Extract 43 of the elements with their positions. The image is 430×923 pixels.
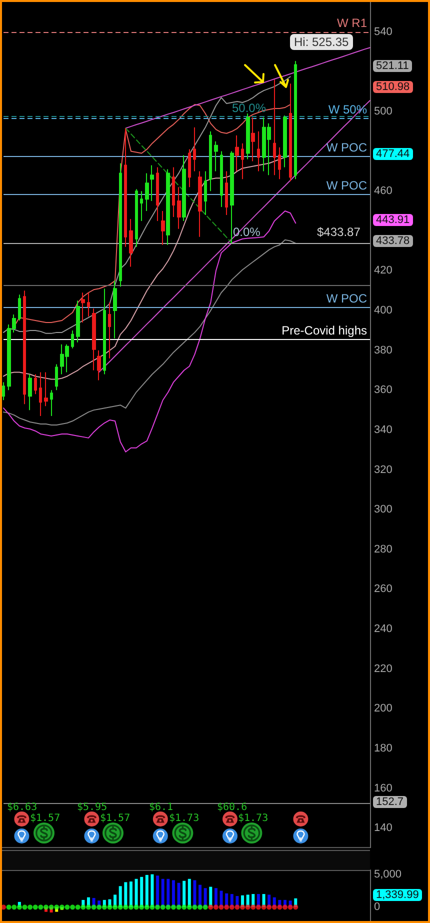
y-tick-label: 0 <box>374 901 380 914</box>
y-tick-label: 540 <box>374 26 392 38</box>
annotation: $1.73 <box>238 813 268 824</box>
y-tick-label: 5,000 <box>374 868 402 880</box>
ref-line-label: W R1 <box>337 16 368 30</box>
y-tick-label: 140 <box>374 822 392 834</box>
y-tick-label: 420 <box>374 264 392 277</box>
ref-line-label: W POC <box>326 140 368 154</box>
price-tag: 521.11 <box>373 60 412 72</box>
annotation: $6.1 <box>149 802 174 813</box>
y-tick-label: 400 <box>374 304 392 317</box>
price-tag: 477.44 <box>373 148 413 160</box>
y-tick-label: 200 <box>374 702 392 715</box>
y-tick-label: 220 <box>374 662 392 675</box>
price-tag: 1,339.99 <box>373 889 422 902</box>
ref-line-label: Pre-Covid highs <box>282 324 367 338</box>
y-tick-label: 380 <box>374 344 392 356</box>
annotation: $5.95 <box>77 802 108 813</box>
annotation: $1.57 <box>30 813 60 824</box>
annotation: $60.6 <box>217 802 248 813</box>
price-tag: 433.78 <box>373 235 413 247</box>
price-tag: 510.98 <box>373 81 413 94</box>
y-tick-label: 260 <box>374 583 392 596</box>
y-tick-label: 180 <box>374 742 392 754</box>
y-tick-label: 320 <box>374 464 392 476</box>
annotation: $433.87 <box>317 225 360 239</box>
callout: Hi: 525.35 <box>290 34 353 50</box>
annotation: $1.57 <box>100 813 130 824</box>
price-tag: 443.91 <box>373 214 413 226</box>
annotation: 50.0% <box>232 101 266 115</box>
y-tick-label: 280 <box>374 543 392 556</box>
price-tag: 152.7 <box>373 796 407 808</box>
y-tick-label: 360 <box>374 384 392 396</box>
annotation: $6.63 <box>7 802 38 813</box>
y-tick-label: 240 <box>374 623 392 636</box>
annotation: $1.73 <box>169 813 200 824</box>
ref-line-label: W POC <box>326 292 368 306</box>
y-tick-label: 460 <box>374 185 392 198</box>
y-tick-label: 160 <box>374 782 392 794</box>
y-tick-label: 500 <box>374 105 392 118</box>
y-tick-label: 340 <box>374 424 392 436</box>
y-tick-label: 300 <box>374 504 392 516</box>
ref-line-label: W POC <box>326 178 368 192</box>
